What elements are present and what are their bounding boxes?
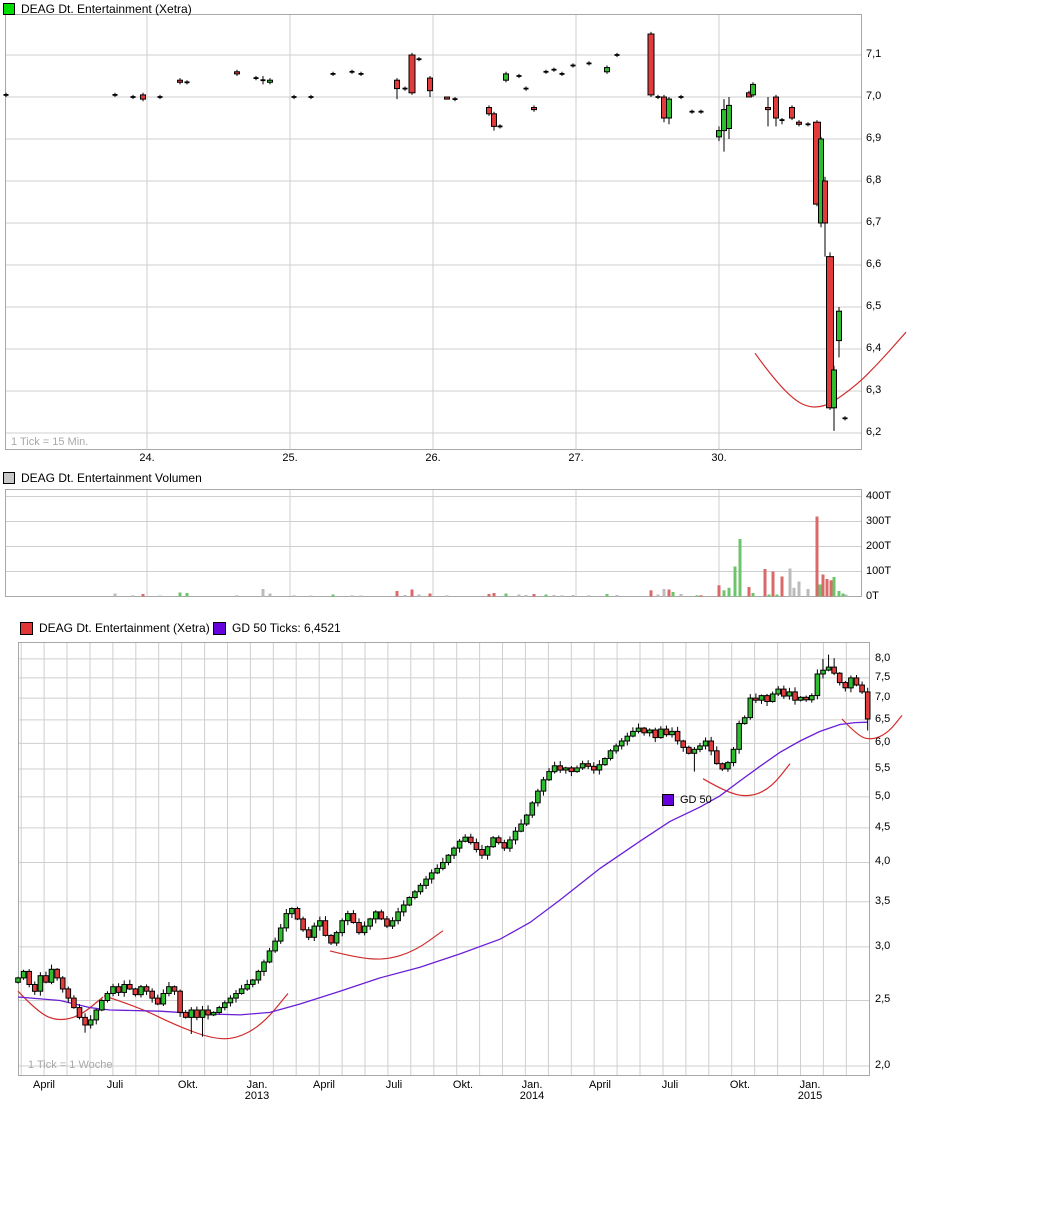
- intraday-legend-swatch-icon: [3, 3, 15, 15]
- gd50-legend-swatch-icon: [213, 621, 226, 635]
- volume-chart-title: DEAG Dt. Entertainment Volumen: [21, 471, 202, 485]
- weekly-tick-note: 1 Tick = 1 Woche: [28, 1059, 113, 1071]
- volume-legend-swatch-icon: [3, 472, 15, 484]
- volume-chart-header: DEAG Dt. Entertainment Volumen: [3, 471, 202, 485]
- gd50-inchart-swatch-icon: [662, 794, 674, 806]
- gd50-legend-label: GD 50 Ticks: 6,4521: [232, 621, 341, 635]
- gd50-inchart-label: GD 50: [662, 794, 712, 806]
- weekly-price-legend-label: DEAG Dt. Entertainment (Xetra): [39, 621, 210, 635]
- intraday-chart-title: DEAG Dt. Entertainment (Xetra): [21, 2, 192, 16]
- weekly-price-swatch-icon: [20, 621, 33, 635]
- intraday-chart-header: DEAG Dt. Entertainment (Xetra): [3, 2, 192, 16]
- intraday-tick-note: 1 Tick = 15 Min.: [11, 436, 89, 448]
- weekly-legend-item-price: DEAG Dt. Entertainment (Xetra): [20, 621, 210, 635]
- gd50-inchart-text: GD 50: [680, 794, 712, 806]
- weekly-legend-item-gd50: GD 50 Ticks: 6,4521: [213, 621, 341, 635]
